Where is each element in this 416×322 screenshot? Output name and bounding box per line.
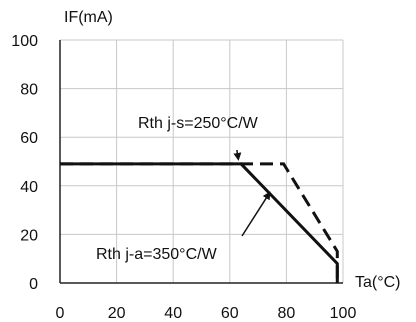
annotation-arrow-rth-js — [233, 149, 242, 161]
axes — [59, 40, 343, 284]
series-line-solid — [60, 162, 339, 283]
grid — [60, 39, 344, 283]
y-tick-label-3: 60 — [20, 130, 38, 147]
y-tick-label-0: 0 — [29, 276, 38, 293]
y-tick-label-1: 20 — [20, 227, 38, 244]
annotation-arrow-rth-ja — [241, 191, 271, 237]
y-tick-label-4: 80 — [20, 82, 38, 99]
x-axis-label: Ta(°C) — [355, 274, 401, 291]
tick-labels: 0 20 40 60 80 100 0 20 40 60 80 100 — [11, 33, 356, 322]
annotation-rth-js: Rth j-s=250°C/W — [138, 115, 259, 132]
series — [60, 162, 339, 283]
series-line-dashed — [60, 162, 339, 283]
x-tick-label-1: 20 — [108, 305, 126, 322]
y-tick-label-2: 40 — [20, 179, 38, 196]
x-tick-label-5: 100 — [330, 305, 357, 322]
annotation-rth-ja: Rth j-a=350°C/W — [96, 246, 218, 263]
x-tick-label-0: 0 — [56, 305, 65, 322]
annotations: Rth j-s=250°C/W Rth j-a=350°C/W — [96, 115, 271, 263]
x-tick-label-4: 80 — [278, 305, 296, 322]
x-tick-label-2: 40 — [164, 305, 182, 322]
y-axis-label: IF(mA) — [64, 9, 113, 26]
x-tick-label-3: 60 — [221, 305, 239, 322]
y-tick-label-5: 100 — [11, 33, 38, 50]
